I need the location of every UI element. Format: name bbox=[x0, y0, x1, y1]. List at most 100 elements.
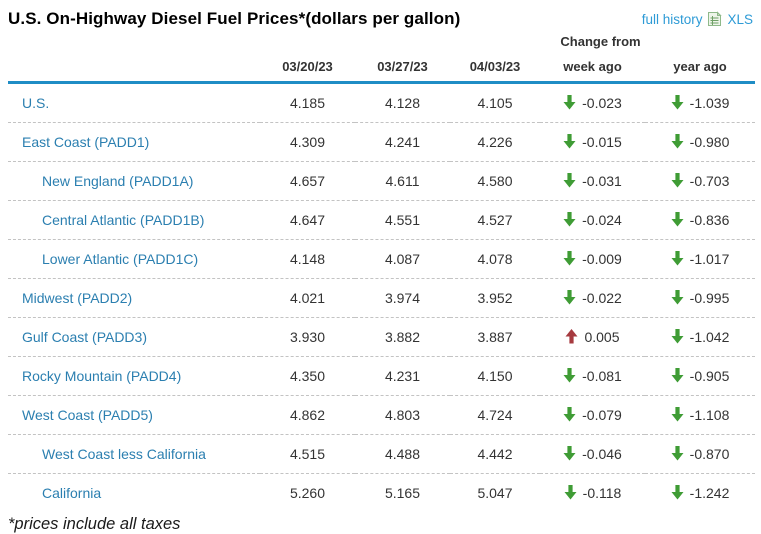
price-value: 5.260 bbox=[289, 485, 326, 501]
change-value: -0.980 bbox=[689, 134, 730, 150]
change-value: -1.039 bbox=[689, 95, 730, 111]
down-arrow-icon bbox=[671, 251, 684, 266]
down-arrow-icon bbox=[671, 329, 684, 344]
change-value: -0.015 bbox=[582, 134, 622, 150]
region-cell: East Coast (PADD1) bbox=[8, 122, 260, 162]
xls-file-icon[interactable] bbox=[707, 11, 723, 27]
change-value: -1.042 bbox=[689, 329, 730, 345]
region-link[interactable]: Central Atlantic (PADD1B) bbox=[42, 212, 205, 228]
year-change-cell: -1.108 bbox=[645, 395, 756, 435]
region-column-header bbox=[8, 51, 260, 83]
region-link[interactable]: U.S. bbox=[22, 95, 50, 111]
region-link[interactable]: West Coast (PADD5) bbox=[22, 407, 153, 423]
down-arrow-icon bbox=[563, 407, 576, 422]
price-value: 4.185 bbox=[260, 82, 355, 123]
change-value: -0.023 bbox=[582, 95, 622, 111]
price-value: 4.226 bbox=[450, 122, 540, 162]
price-value: 4.647 bbox=[260, 200, 355, 240]
region-cell: Central Atlantic (PADD1B) bbox=[8, 200, 260, 240]
change-value: -0.870 bbox=[689, 446, 730, 462]
column-header-date-1: 03/20/23 bbox=[282, 58, 333, 74]
column-header-week-ago: week ago bbox=[563, 58, 622, 74]
year-change-cell: -0.995 bbox=[645, 278, 756, 318]
full-history-link[interactable]: full history bbox=[641, 11, 703, 27]
change-value: -0.905 bbox=[689, 368, 730, 384]
down-arrow-icon bbox=[563, 134, 576, 149]
price-value: 4.657 bbox=[260, 161, 355, 201]
down-arrow-icon bbox=[671, 407, 684, 422]
region-link[interactable]: East Coast (PADD1) bbox=[22, 134, 150, 150]
change-from-header-row: Change from bbox=[8, 29, 755, 51]
week-change-cell: -0.081 bbox=[540, 356, 645, 396]
price-value: 4.442 bbox=[450, 434, 540, 474]
region-link[interactable]: West Coast less California bbox=[42, 446, 206, 462]
change-value: -0.022 bbox=[582, 290, 622, 306]
week-change-cell: -0.024 bbox=[540, 200, 645, 240]
year-change-cell: -1.017 bbox=[645, 239, 756, 279]
price-value: 4.105 bbox=[450, 82, 540, 123]
price-value: 4.488 bbox=[355, 434, 450, 474]
table-row: Rocky Mountain (PADD4) 4.350 4.231 4.150 -0.… bbox=[8, 356, 756, 396]
region-cell: New England (PADD1A) bbox=[8, 161, 260, 201]
price-value: 4.078 bbox=[450, 239, 540, 279]
price-value: 4.515 bbox=[260, 434, 355, 474]
price-value: 4.148 bbox=[260, 239, 355, 279]
change-value: -0.079 bbox=[582, 407, 622, 423]
down-arrow-icon bbox=[563, 95, 576, 110]
down-arrow-icon bbox=[671, 368, 684, 383]
year-change-cell: -0.836 bbox=[645, 200, 756, 240]
column-header-date-2: 03/27/23 bbox=[377, 58, 428, 74]
price-value: 4.862 bbox=[260, 395, 355, 435]
price-value: 4.527 bbox=[450, 200, 540, 240]
change-value: -0.703 bbox=[689, 173, 730, 189]
down-arrow-icon bbox=[563, 368, 576, 383]
change-value: -0.046 bbox=[582, 446, 622, 462]
region-link[interactable]: Lower Atlantic (PADD1C) bbox=[42, 251, 199, 267]
down-arrow-icon bbox=[563, 212, 576, 227]
down-arrow-icon bbox=[671, 446, 684, 461]
up-arrow-icon bbox=[565, 329, 578, 344]
price-value: 4.551 bbox=[355, 200, 450, 240]
table-row: Central Atlantic (PADD1B) 4.647 4.551 4.527… bbox=[8, 200, 756, 240]
price-value: 4.724 bbox=[450, 395, 540, 435]
down-arrow-icon bbox=[564, 485, 577, 500]
price-value: 3.887 bbox=[450, 317, 540, 357]
price-value: 3.974 bbox=[355, 278, 450, 318]
down-arrow-icon bbox=[563, 446, 576, 461]
down-arrow-icon bbox=[563, 290, 576, 305]
year-change-cell: -1.039 bbox=[645, 82, 756, 123]
price-value: 3.952 bbox=[450, 278, 540, 318]
table-row: California 5.260 5.165 5.047 -0.118 -1.242 bbox=[8, 474, 755, 513]
change-value: -0.024 bbox=[582, 212, 622, 228]
xls-link[interactable]: XLS bbox=[727, 11, 753, 27]
price-value: 5.165 bbox=[384, 485, 421, 501]
down-arrow-icon bbox=[563, 251, 576, 266]
week-change-cell: -0.009 bbox=[540, 239, 645, 279]
region-link[interactable]: Midwest (PADD2) bbox=[22, 290, 133, 306]
change-value: 0.005 bbox=[584, 329, 620, 345]
down-arrow-icon bbox=[671, 212, 684, 227]
region-link[interactable]: New England (PADD1A) bbox=[42, 173, 194, 189]
price-value: 4.241 bbox=[355, 122, 450, 162]
region-link[interactable]: Gulf Coast (PADD3) bbox=[22, 329, 147, 345]
change-value: -0.995 bbox=[689, 290, 730, 306]
price-value: 4.087 bbox=[355, 239, 450, 279]
page-title: U.S. On-Highway Diesel Fuel Prices*(doll… bbox=[8, 9, 461, 28]
column-header-year-ago: year ago bbox=[673, 58, 727, 74]
change-value: -0.009 bbox=[582, 251, 622, 267]
table-row: West Coast less California 4.515 4.488 4.44… bbox=[8, 434, 756, 474]
region-cell: West Coast (PADD5) bbox=[8, 395, 260, 435]
region-link[interactable]: California bbox=[42, 485, 102, 501]
region-cell: U.S. bbox=[8, 82, 260, 123]
year-change-cell: -1.242 bbox=[645, 474, 755, 513]
down-arrow-icon bbox=[671, 134, 684, 149]
year-change-cell: -0.870 bbox=[645, 434, 756, 474]
price-value: 4.309 bbox=[260, 122, 355, 162]
region-cell: Rocky Mountain (PADD4) bbox=[8, 356, 260, 396]
change-value: -0.031 bbox=[582, 173, 622, 189]
change-value: -0.836 bbox=[689, 212, 730, 228]
price-value: 4.231 bbox=[355, 356, 450, 396]
change-from-label: Change from bbox=[560, 34, 641, 49]
year-change-cell: -1.042 bbox=[645, 317, 756, 357]
region-link[interactable]: Rocky Mountain (PADD4) bbox=[22, 368, 182, 384]
